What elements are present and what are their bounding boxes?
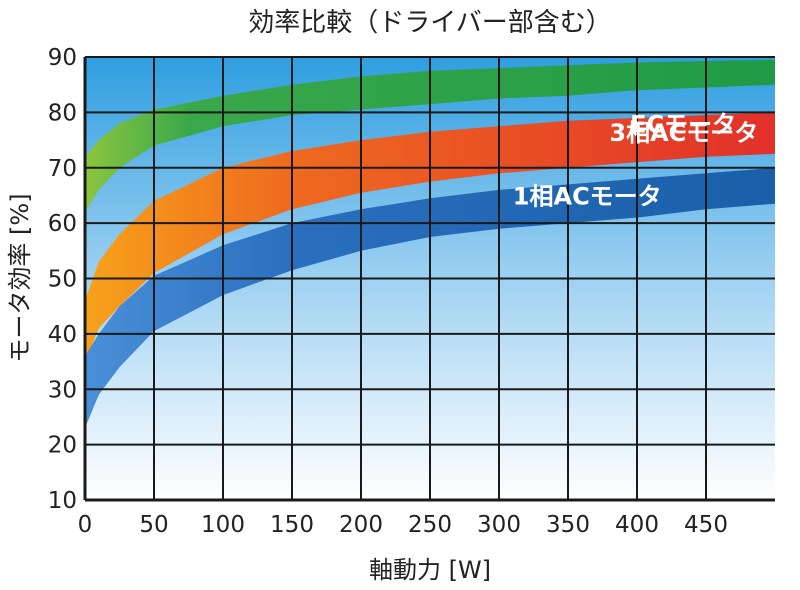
- x-tick-label: 200: [339, 512, 383, 538]
- x-tick-label: 300: [477, 512, 521, 538]
- chart-title: 効率比較（ドライバー部含む）: [248, 8, 611, 38]
- x-tick-label: 350: [546, 512, 590, 538]
- y-tick-label: 10: [48, 488, 77, 514]
- y-axis-label: モータ効率 [%]: [6, 193, 34, 362]
- y-tick-label: 50: [48, 267, 77, 293]
- y-tick-label: 90: [48, 45, 77, 71]
- y-tick-labels: 10 20 30 40 50 60 70 80 90: [48, 45, 77, 514]
- y-tick-label: 40: [48, 322, 77, 348]
- y-tick-label: 80: [48, 100, 77, 126]
- series-label: 3相ACモータ: [609, 119, 758, 147]
- x-tick-label: 0: [78, 512, 93, 538]
- x-axis-label: 軸動力 [W]: [369, 556, 491, 584]
- x-tick-label: 100: [201, 512, 245, 538]
- band-1: [85, 59, 775, 213]
- y-tick-label: 20: [48, 433, 77, 459]
- band-2: [85, 112, 775, 362]
- x-tick-label: 50: [139, 512, 168, 538]
- x-tick-label: 400: [615, 512, 659, 538]
- x-tick-label: 450: [684, 512, 728, 538]
- x-tick-label: 250: [408, 512, 452, 538]
- series-label: 1相ACモータ: [513, 182, 662, 210]
- y-tick-label: 70: [48, 156, 77, 182]
- series-label: ECモータ: [630, 110, 736, 138]
- y-tick-label: 30: [48, 377, 77, 403]
- x-tick-labels: 0 50 100 150 200 250 300 350 400 450: [78, 512, 728, 538]
- y-tick-label: 60: [48, 211, 77, 237]
- x-tick-label: 150: [270, 512, 314, 538]
- grid-lines: [83, 56, 775, 502]
